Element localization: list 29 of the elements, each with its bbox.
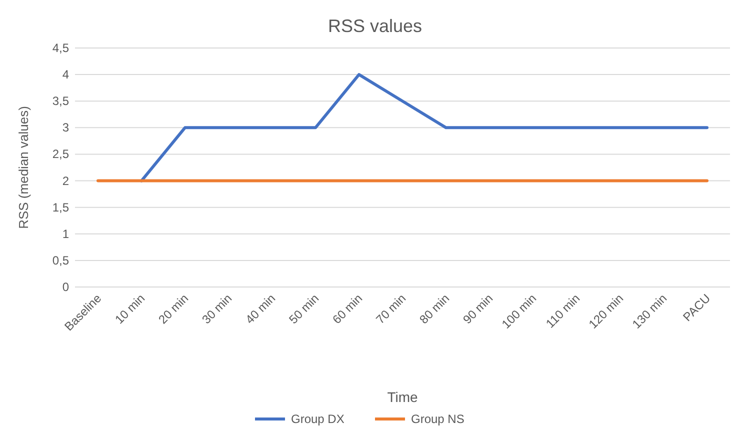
y-tick-label: 4: [62, 68, 70, 82]
y-tick-label: 1: [62, 226, 70, 241]
y-tick-label: 1,5: [52, 200, 70, 214]
x-tick-label: 80 min: [416, 291, 452, 327]
x-tick-label: 10 min: [112, 291, 148, 327]
line-series: [140, 73, 708, 182]
x-tick-label: 70 min: [373, 291, 409, 327]
y-tick-label: 0: [62, 280, 70, 294]
y-tick-label: 4,5: [52, 41, 70, 55]
x-tick-label: 100 min: [499, 291, 540, 332]
x-tick-label: 60 min: [330, 291, 366, 327]
y-tick-label: 2,5: [52, 147, 70, 162]
y-tick-label: 2: [62, 174, 70, 188]
x-tick-label: 30 min: [199, 291, 235, 327]
x-tick-label: 90 min: [460, 291, 496, 327]
chart-title: RSS values: [328, 16, 422, 36]
x-axis-title: Time: [387, 389, 418, 405]
x-tick-label: 20 min: [156, 291, 192, 327]
y-tick-label: 0,5: [52, 253, 70, 268]
x-tick-label: 40 min: [242, 291, 278, 327]
y-axis-title: RSS (median values): [16, 106, 31, 229]
y-tick-label: 3,5: [52, 94, 70, 108]
x-tick-label: 50 min: [286, 291, 322, 327]
x-tick-label: 120 min: [586, 291, 626, 332]
y-tick-label: 3: [62, 120, 70, 135]
legend-label: Group NS: [411, 412, 464, 426]
x-tick-label: 130 min: [630, 291, 670, 332]
x-tick-label: 110 min: [543, 291, 583, 331]
legend-label: Group DX: [291, 412, 344, 426]
